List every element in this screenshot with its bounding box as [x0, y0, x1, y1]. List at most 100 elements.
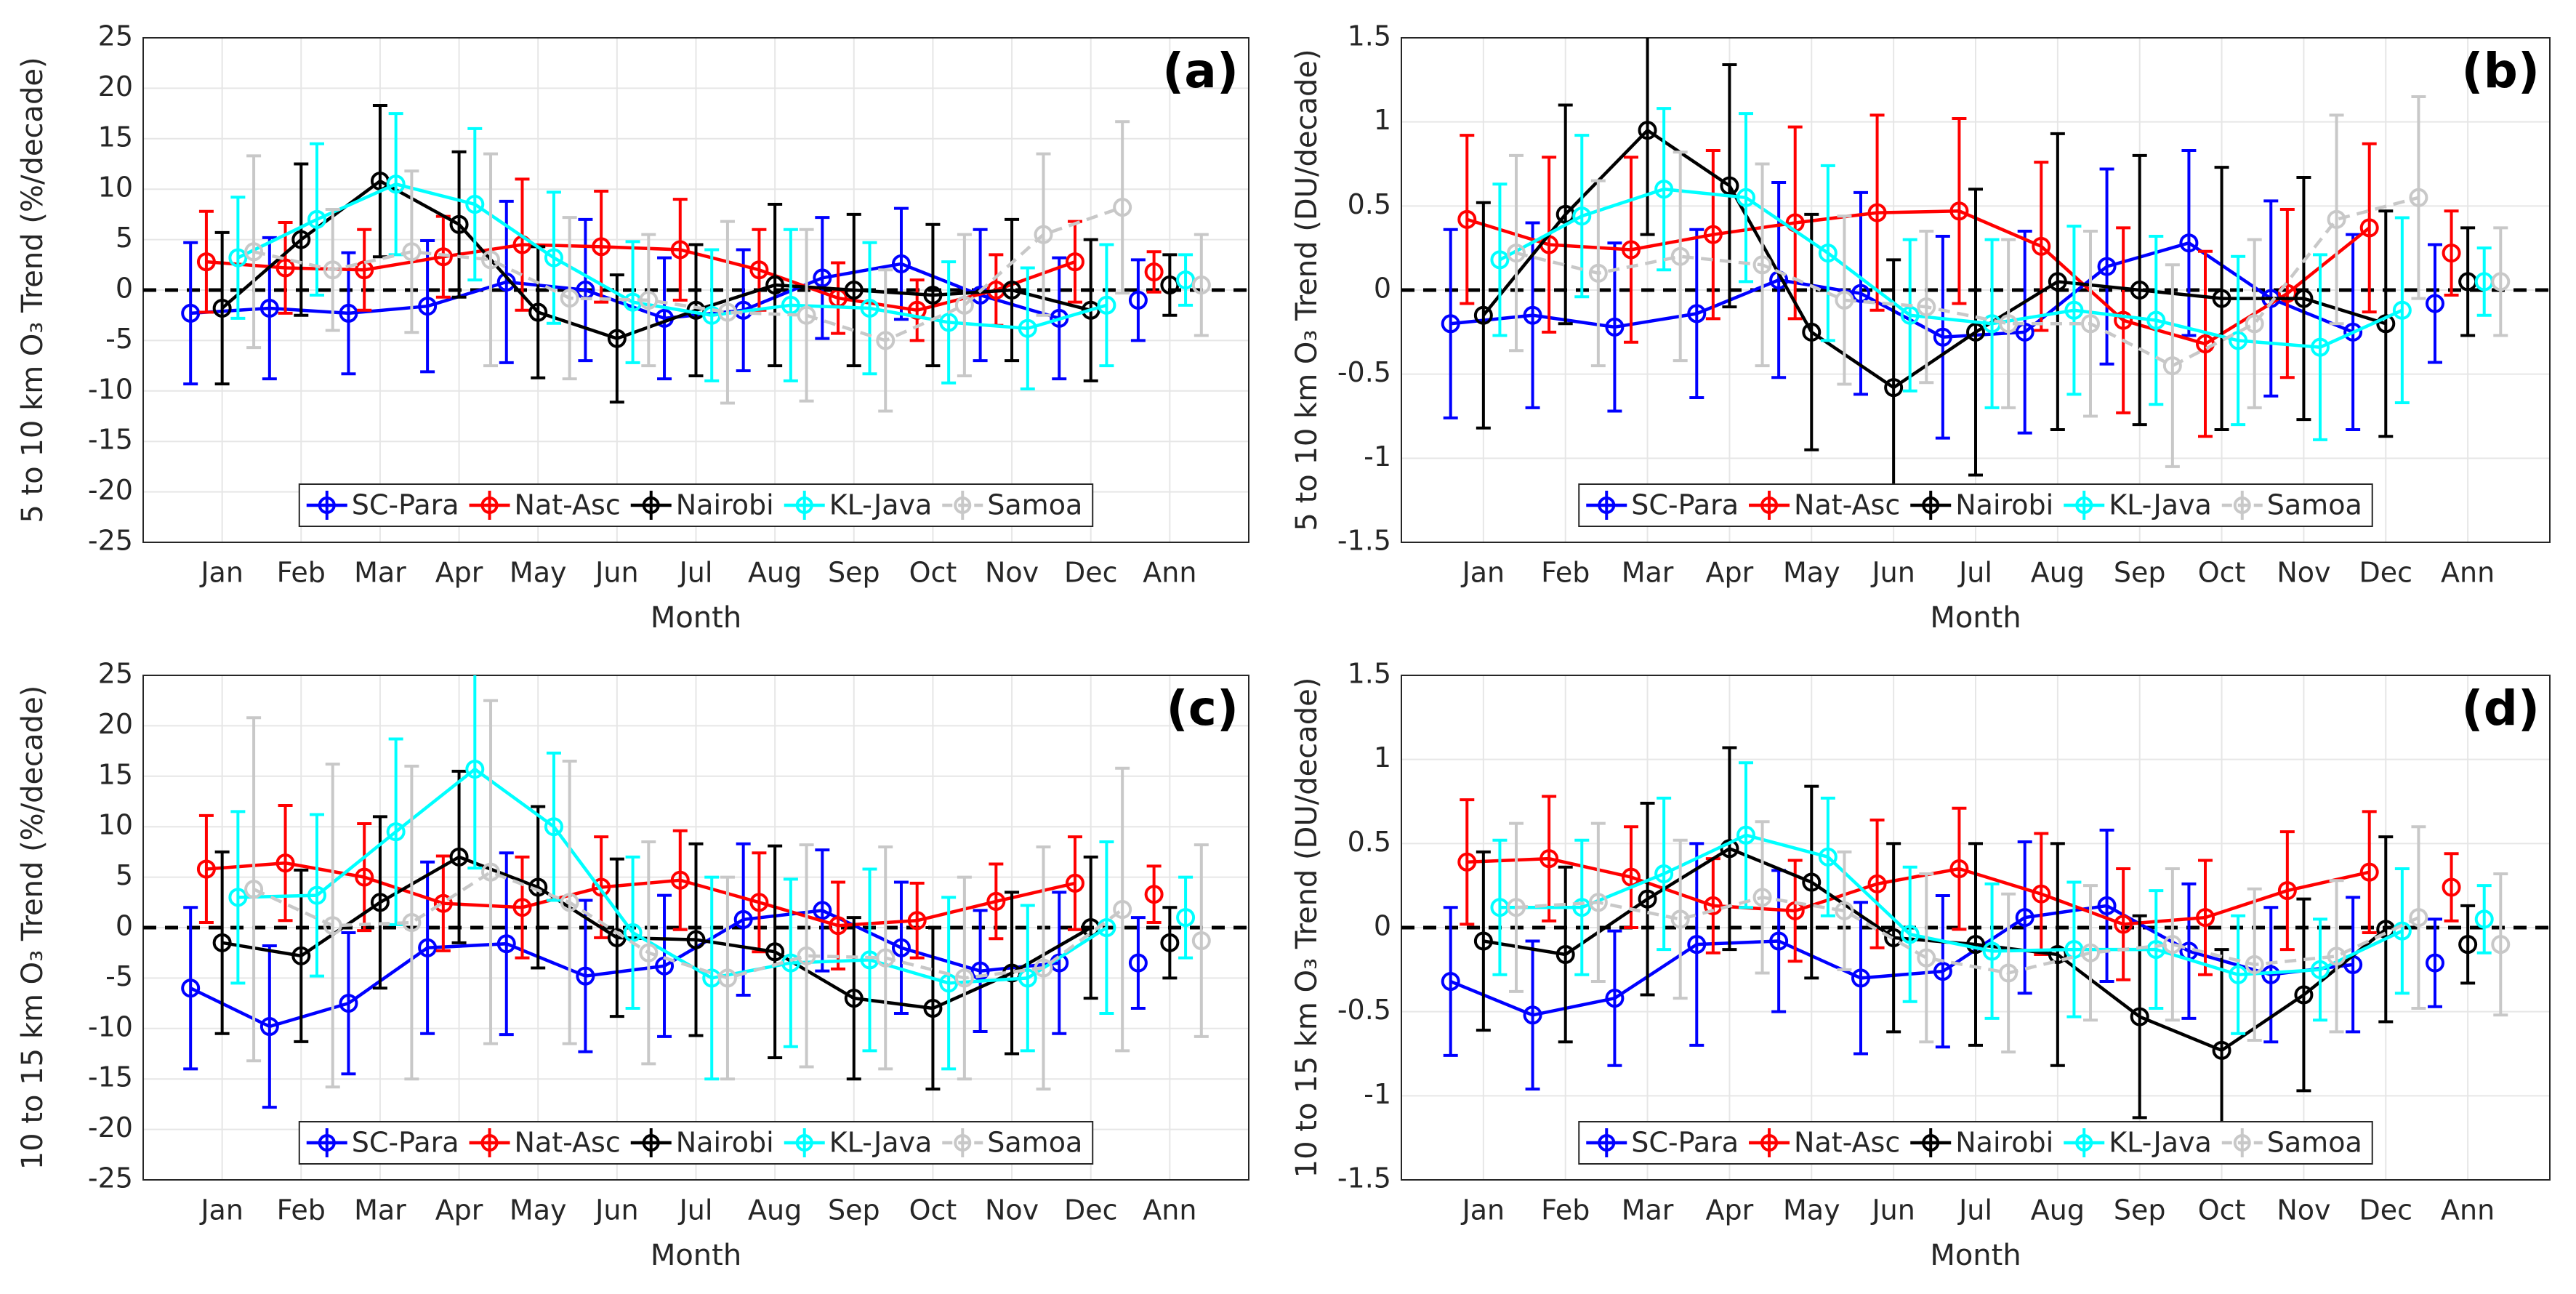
legend-item: Nairobi	[630, 489, 774, 521]
x-tick-label: Nov	[2277, 1194, 2330, 1226]
error-bar	[1130, 258, 1146, 342]
marker	[2376, 314, 2396, 334]
marker	[512, 898, 532, 917]
x-tick-label: Nov	[2277, 557, 2330, 589]
marker	[1638, 121, 1657, 140]
error-bar	[2378, 835, 2394, 1024]
legend-item: Nat-Asc	[1749, 489, 1900, 521]
marker	[2081, 314, 2100, 334]
marker	[1835, 290, 1854, 310]
marker	[1752, 888, 1772, 907]
data-layer	[1441, 38, 2511, 517]
error-bar	[1194, 233, 1209, 337]
x-tick-label: Oct	[909, 557, 957, 589]
marker	[496, 934, 516, 954]
marker	[2212, 289, 2231, 308]
marker	[939, 313, 959, 332]
legend-marker	[1922, 497, 1940, 514]
legend-marker	[642, 497, 660, 514]
marker	[1034, 958, 1053, 978]
error-bar	[230, 810, 246, 985]
marker	[2343, 322, 2363, 342]
data-layer	[181, 103, 1211, 413]
legend-label: Samoa	[2267, 489, 2362, 521]
error-bar	[1115, 120, 1130, 295]
legend-label: KL-Java	[829, 1127, 933, 1159]
marker	[291, 946, 311, 965]
y-tick-label: 5	[116, 222, 133, 254]
y-tick-label: 1	[1374, 742, 1391, 773]
series-line	[221, 179, 1092, 341]
legend-marker	[318, 1134, 336, 1152]
error-bar	[1673, 150, 1688, 363]
marker	[1507, 898, 1526, 917]
marker	[844, 989, 864, 1008]
marker	[275, 853, 295, 873]
marker	[1018, 968, 1037, 988]
x-tick-label: Jan	[199, 1194, 243, 1226]
series-line	[206, 861, 1076, 928]
marker	[433, 247, 453, 267]
x-tick-label: Ann	[2441, 1194, 2495, 1226]
x-tick-label: Ann	[1143, 557, 1196, 589]
marker	[2491, 272, 2511, 292]
marker	[2229, 331, 2248, 350]
marker	[560, 893, 579, 912]
error-bar	[1919, 872, 1934, 1044]
marker	[1523, 305, 1542, 325]
error-bar	[1443, 228, 1458, 419]
marker	[876, 948, 895, 968]
panel: -1.5 -1 -0.5 0 0.5 1 1.5 Jan Feb Mar Apr May Jun Jul A…	[1290, 658, 2551, 1272]
marker	[1949, 859, 1969, 879]
series-line	[253, 870, 1124, 980]
marker	[1113, 900, 1132, 920]
error-bar	[1443, 906, 1458, 1057]
marker	[2311, 960, 2330, 979]
error-bar	[404, 764, 419, 1081]
x-tick-label: Feb	[277, 1194, 326, 1226]
error-bar	[2444, 209, 2459, 297]
x-tick-label: Jun	[1870, 1194, 1915, 1226]
marker	[2032, 884, 2051, 904]
marker	[1638, 889, 1657, 909]
marker	[2311, 337, 2330, 357]
error-bar	[2001, 238, 2016, 409]
marker	[2458, 935, 2478, 955]
series-line	[190, 909, 1060, 1029]
x-tick-label: Jul	[678, 1194, 713, 1226]
marker	[1752, 255, 1772, 275]
marker	[1144, 262, 1164, 282]
marker	[2146, 940, 2166, 960]
marker	[2097, 257, 2117, 276]
marker	[291, 230, 311, 249]
marker	[1736, 188, 1755, 207]
legend-marker	[2233, 497, 2251, 514]
x-axis-label: Month	[1930, 1239, 2021, 1272]
panel: -25 -20 -15 -10 -5 0 5 10 15 20 25 Jan Feb Mar Apr May J…	[16, 20, 1249, 635]
marker	[1588, 893, 1608, 912]
marker	[212, 933, 232, 952]
x-tick-label: Sep	[2114, 1194, 2166, 1226]
error-bar	[2394, 867, 2410, 995]
series-line	[1516, 896, 2420, 975]
marker	[339, 303, 358, 323]
legend: SC-Para Nat-Asc Nairobi KL-Java Samoa	[1578, 1121, 2373, 1165]
marker	[323, 916, 342, 936]
error-bar	[957, 233, 972, 377]
x-tick-label: Jul	[1957, 557, 1992, 589]
x-tick-label: Dec	[2359, 557, 2413, 589]
legend-item: Samoa	[942, 1127, 1082, 1159]
marker	[1097, 295, 1116, 315]
y-tick-label: -25	[88, 525, 133, 557]
error-bar	[198, 813, 214, 925]
error-bar	[1673, 838, 1688, 1000]
marker	[1113, 198, 1132, 217]
marker	[481, 250, 501, 270]
marker	[275, 258, 295, 278]
y-tick-label: -15	[88, 424, 133, 456]
marker	[1605, 317, 1625, 337]
y-tick-label: -20	[88, 474, 133, 506]
legend-marker	[795, 497, 813, 514]
error-bar	[2411, 95, 2426, 300]
marker	[2491, 935, 2511, 955]
